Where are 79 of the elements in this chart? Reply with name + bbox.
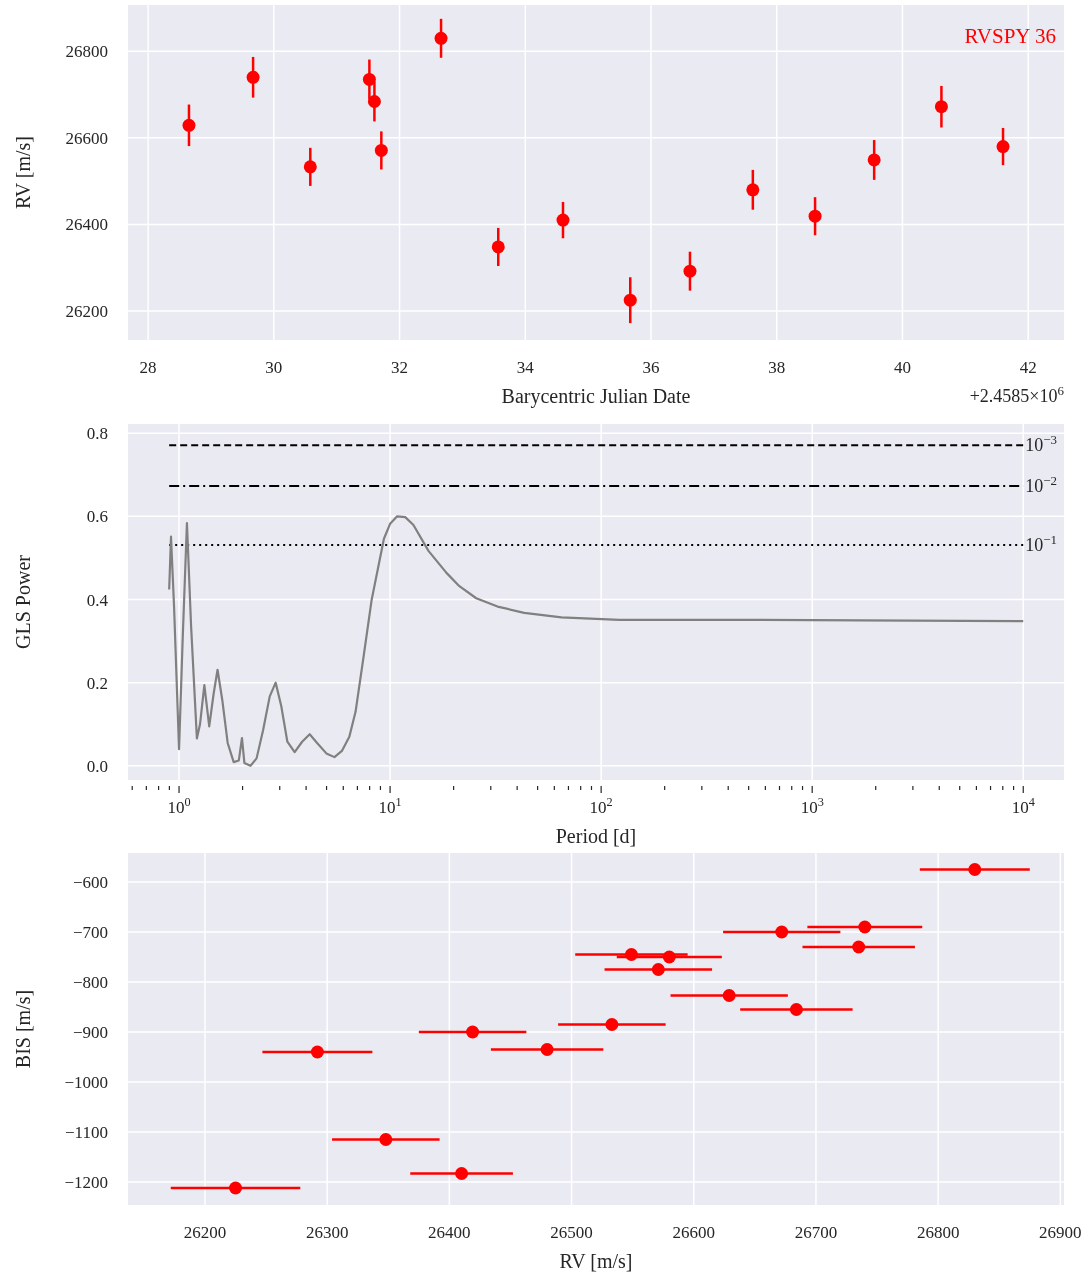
y-tick-label: 26600	[65, 128, 108, 148]
ref-line-label: 10$^{−1}$	[1025, 531, 1058, 556]
ref-line-label: 10$^{−3}$	[1025, 431, 1058, 456]
x-tick-label: 34	[516, 358, 535, 377]
ref-line-label: 10$^{−2}$	[1025, 472, 1058, 496]
point	[934, 100, 948, 114]
point	[310, 1045, 324, 1059]
x-tick-label: 26400	[428, 1223, 471, 1242]
x-tick-label: 40	[893, 358, 911, 377]
y-tick-label: 0.8	[86, 424, 108, 444]
point	[968, 863, 982, 876]
point	[605, 1018, 619, 1031]
x-tick-label: 26900	[1039, 1223, 1082, 1242]
point	[246, 70, 260, 84]
point	[303, 160, 317, 174]
x-tick-label: 10$^{1}$	[378, 795, 402, 817]
point	[867, 153, 881, 167]
point	[808, 209, 822, 223]
y-tick-label: −600	[72, 873, 108, 892]
point	[746, 183, 760, 197]
y-tick-label: −800	[72, 973, 108, 992]
y-tick-label: −700	[72, 923, 108, 942]
point	[374, 143, 388, 157]
point	[182, 118, 196, 132]
y-tick-label: 26400	[65, 215, 108, 235]
y-tick-label: −1100	[65, 1123, 108, 1142]
x-axis-title: RV [m/s]	[559, 1250, 633, 1272]
point	[540, 1043, 554, 1056]
point	[367, 95, 381, 109]
x-axis-title: Period [d]	[555, 825, 637, 847]
point	[455, 1167, 469, 1180]
x-tick-label: 26500	[550, 1223, 593, 1242]
point	[858, 920, 872, 934]
y-axis-title: BIS [m/s]	[12, 989, 34, 1069]
point	[775, 925, 789, 939]
x-tick-label: 42	[1019, 358, 1037, 377]
point	[362, 72, 376, 86]
point	[651, 963, 665, 976]
point	[556, 213, 570, 227]
y-axis-title: RV [m/s]	[12, 135, 34, 210]
text: +2.4585×10$^{6}$	[969, 382, 1065, 406]
point	[789, 1003, 803, 1016]
point	[623, 293, 637, 307]
x-tick-label: 26600	[672, 1223, 715, 1242]
x-tick-label: 26800	[916, 1223, 960, 1242]
y-tick-label: 0.0	[86, 756, 108, 776]
x-tick-label: 26300	[305, 1223, 349, 1242]
x-tick-label: 10$^{3}$	[800, 795, 824, 817]
point	[852, 940, 866, 954]
y-tick-label: 0.6	[86, 507, 108, 527]
y-tick-label: 0.2	[86, 673, 108, 693]
point	[683, 264, 697, 278]
x-tick-label: 10$^{0}$	[167, 795, 191, 817]
point	[434, 31, 448, 45]
x-tick-label: 28	[139, 358, 157, 377]
y-tick-label: −900	[72, 1023, 108, 1042]
point	[491, 240, 505, 254]
x-tick-label: 10$^{4}$	[1011, 795, 1035, 817]
point	[662, 950, 676, 964]
point	[722, 989, 736, 1002]
y-tick-label: 0.4	[86, 590, 109, 610]
x-tick-label: 36	[642, 358, 660, 377]
point	[379, 1133, 393, 1146]
x-tick-label: 32	[391, 358, 409, 377]
x-tick-label: 26200	[183, 1223, 227, 1242]
x-tick-label: 30	[265, 358, 283, 377]
y-tick-label: 26800	[65, 42, 108, 62]
x-tick-label: 10$^{2}$	[589, 795, 613, 817]
x-tick-label: 38	[768, 358, 786, 377]
y-tick-label: −1000	[64, 1073, 108, 1092]
point	[466, 1025, 480, 1039]
y-tick-label: −1200	[64, 1173, 108, 1192]
text: RVSPY 36	[964, 24, 1056, 48]
point	[996, 140, 1010, 154]
y-axis-title: GLS Power	[12, 554, 34, 649]
x-axis-title: Barycentric Julian Date	[501, 385, 691, 408]
x-tick-label: 26700	[794, 1223, 838, 1242]
y-tick-label: 26200	[65, 302, 108, 321]
point	[229, 1181, 243, 1195]
